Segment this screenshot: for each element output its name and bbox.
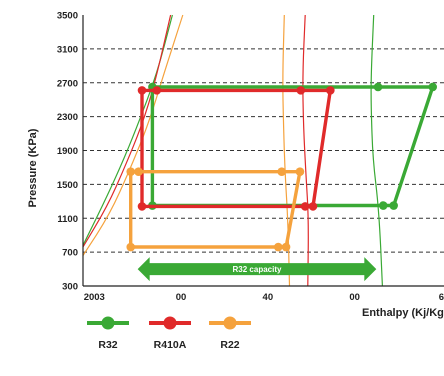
series-point-r410a: [152, 86, 162, 95]
x-tick-label: 00: [176, 292, 187, 303]
series-point-r32: [428, 82, 438, 92]
series-point-r32: [373, 82, 383, 92]
saturation-liquid-curve-r410a: [82, 14, 172, 248]
legend-label-r32: R32: [98, 339, 117, 351]
y-tick-label: 1900: [57, 146, 78, 157]
legend: R32 R410A R22: [87, 316, 251, 351]
x-tick-label: 6: [439, 292, 444, 303]
y-tick-label: 2700: [57, 78, 78, 89]
series-point-r22: [295, 167, 305, 176]
series-point-r410a: [137, 86, 147, 95]
legend-marker-r22: [223, 316, 237, 330]
legend-marker-r32: [101, 316, 115, 330]
legend-label-r410a: R410A: [154, 339, 187, 351]
series-point-r32: [378, 201, 388, 210]
y-tick-label: 2300: [57, 112, 78, 123]
series-line-r410a: [140, 88, 333, 209]
x-tick-label: 40: [263, 292, 274, 303]
series-line-r22: [128, 169, 302, 249]
series-point-r22: [126, 167, 136, 176]
series-point-r22: [273, 242, 283, 252]
x-tick-label: 2003: [84, 292, 105, 303]
legend-label-r22: R22: [220, 339, 239, 351]
y-tick-label: 700: [62, 248, 78, 259]
series-point-r22: [126, 242, 136, 252]
plot-area: 300 700 1100 1500 1900 2300 2700 3100 3500 2003 00…: [57, 11, 444, 303]
series-point-r410a: [326, 86, 335, 95]
series-point-r22: [281, 242, 291, 252]
legend-marker-r410a: [163, 316, 177, 330]
series-point-r22: [277, 167, 287, 176]
series-point-r410a: [300, 202, 310, 211]
y-tick-label: 300: [62, 282, 78, 293]
saturation-liquid-curve-r32: [82, 14, 173, 246]
capacity-arrow-label: R32 capacity: [233, 265, 282, 274]
series-line-r32: [150, 85, 436, 208]
series-point-r410a: [137, 202, 147, 211]
series-point-r32: [389, 201, 398, 210]
series-point-r410a: [308, 202, 318, 211]
capacity-arrow: [137, 257, 377, 282]
y-axis-label: Pressure (KPa): [27, 128, 39, 207]
x-tick-label: 00: [349, 292, 360, 303]
y-tick-label: 3100: [57, 44, 78, 55]
saturation-vapor-curve-r32: [370, 14, 383, 287]
y-tick-label: 3500: [57, 11, 78, 22]
series-point-r22: [134, 167, 143, 176]
series-point-r410a: [296, 86, 306, 95]
x-axis-label: Enthalpy (Kj/Kg): [362, 307, 444, 319]
y-tick-label: 1100: [57, 214, 78, 225]
y-tick-label: 1500: [57, 180, 78, 191]
